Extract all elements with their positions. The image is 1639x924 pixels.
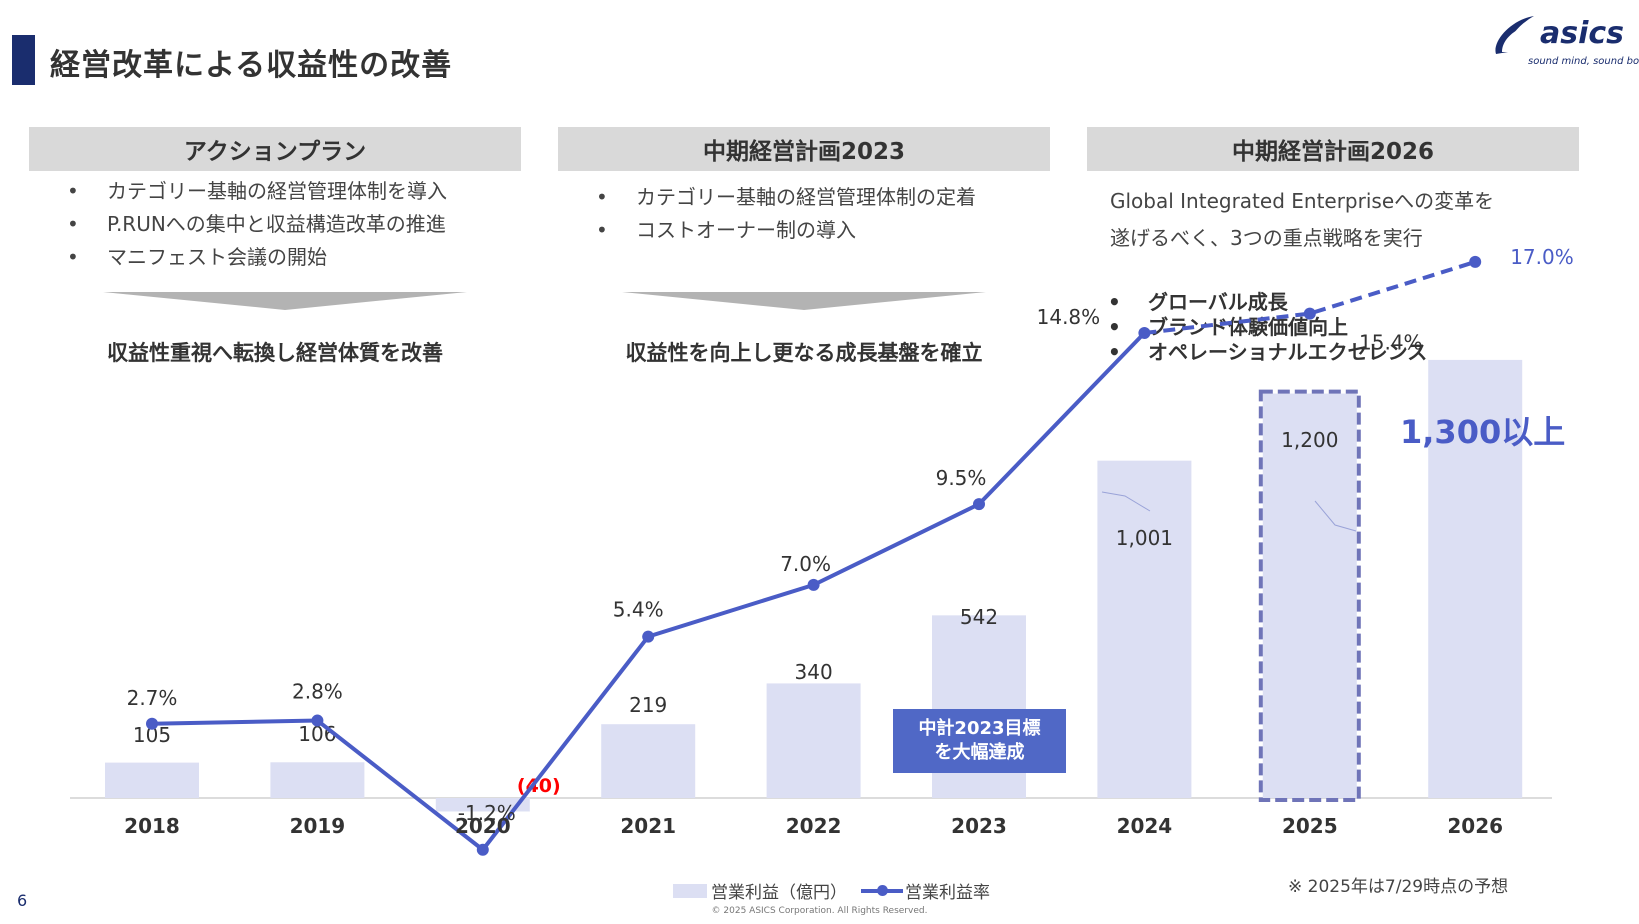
mtp2026-column: 中期経営計画2026 [1087, 127, 1579, 171]
margin-point-2021 [642, 630, 655, 643]
mtp2023-bullets: カテゴリー基軸の経営管理体制の定着 コストオーナー制の導入 [558, 181, 1050, 247]
bar-2024 [1097, 460, 1192, 798]
action-plan-column: アクションプラン カテゴリー基軸の経営管理体制を導入 P.RUNへの集中と収益構… [29, 127, 521, 274]
bar-2026 [1428, 359, 1523, 798]
forecast-note: ※ 2025年は7/29時点の予想 [1288, 877, 1509, 897]
category-label-2019: 2019 [290, 814, 346, 838]
bar-2021 [601, 724, 696, 798]
action-plan-bullets: カテゴリー基軸の経営管理体制を導入 P.RUNへの集中と収益構造改革の推進 マニ… [29, 175, 521, 274]
margin-label-2023: 9.5% [936, 466, 987, 490]
mtp2026-description: Global Integrated Enterpriseへの変革を 遂げるべく、… [1110, 183, 1494, 257]
bar-label-2025: 1,200 [1281, 428, 1338, 452]
margin-label-2025: 15.4% [1359, 331, 1423, 355]
bar-2018 [105, 762, 199, 798]
margin-label-2024: 14.8% [1037, 305, 1101, 329]
bar-label-2022: 340 [795, 660, 833, 684]
action-plan-conclusion: 収益性重視へ転換し経営体質を改善 [107, 341, 443, 365]
margin-point-2026 [1469, 255, 1482, 268]
category-label-2021: 2021 [620, 814, 676, 838]
list-item: グローバル成長 [1108, 290, 1427, 315]
leader-line-2024 [1101, 491, 1151, 512]
bar-2025 [1262, 393, 1357, 798]
margin-line-forecast [1144, 259, 1476, 335]
margin-label-2021: 5.4% [613, 598, 664, 622]
legend-bar-swatch [673, 883, 707, 898]
mtp2023-header: 中期経営計画2023 [558, 127, 1050, 171]
list-item: オペレーショナルエクセレンス [1108, 340, 1427, 365]
asics-stripe-icon [1495, 16, 1536, 54]
margin-label-2019: 2.8% [292, 680, 343, 704]
bar-2022 [766, 683, 861, 798]
asics-logo: asics sound mind, sound body [1490, 10, 1639, 72]
page-number: 6 [17, 891, 28, 910]
page-title: 経営改革による収益性の改善 [50, 48, 453, 83]
logo-wordmark: asics [1540, 16, 1625, 51]
margin-label-2018: 2.7% [127, 686, 178, 710]
mtp2023-column: 中期経営計画2023 カテゴリー基軸の経営管理体制の定着 コストオーナー制の導入 [558, 127, 1050, 247]
down-arrow-icon [622, 292, 986, 310]
margin-point-2019 [311, 714, 324, 727]
forecast-box-2025 [1258, 389, 1361, 802]
bar-label-2024: 1,001 [1116, 526, 1173, 550]
margin-point-2025 [1303, 307, 1316, 320]
category-label-2024: 2024 [1117, 814, 1173, 838]
margin-label-2026: 17.0% [1510, 245, 1574, 269]
category-label-2018: 2018 [124, 814, 180, 838]
list-item: カテゴリー基軸の経営管理体制を導入 [29, 175, 521, 208]
legend-bar-label: 営業利益（億円） [711, 883, 847, 903]
margin-label-2022: 7.0% [780, 552, 831, 576]
title-accent-bar [12, 35, 35, 85]
mtp2023-target-callout: 中計2023目標 を大幅達成 [893, 709, 1066, 773]
bar-label-2023: 542 [960, 605, 998, 629]
margin-point-2024 [1138, 326, 1151, 339]
bar-label-2021: 219 [629, 693, 667, 717]
mtp2023-conclusion: 収益性を向上し更なる成長基盤を確立 [625, 341, 983, 365]
bar-2019 [270, 762, 365, 798]
list-item: P.RUNへの集中と収益構造改革の推進 [29, 208, 521, 241]
copyright: © 2025 ASICS Corporation. All Rights Res… [711, 906, 928, 916]
legend-line-swatch [861, 884, 903, 896]
margin-point-2023 [973, 498, 985, 511]
down-arrow-icon [103, 292, 467, 310]
margin-label-2020: -1.2% [458, 801, 516, 825]
legend-line-label: 営業利益率 [905, 883, 990, 903]
description-line: Global Integrated Enterpriseへの変革を [1110, 189, 1495, 213]
category-label-2023: 2023 [951, 814, 1007, 838]
mtp2026-strategies: グローバル成長 ブランド体験価値向上 オペレーショナルエクセレンス [1108, 290, 1427, 365]
category-label-2025: 2025 [1282, 814, 1338, 838]
bar-2020 [435, 798, 530, 812]
margin-point-2022 [807, 578, 820, 591]
margin-point-2020 [476, 843, 489, 856]
mtp2026-header: 中期経営計画2026 [1087, 127, 1579, 171]
list-item: カテゴリー基軸の経営管理体制の定着 [558, 181, 1050, 214]
chart-legend: 営業利益（億円） 営業利益率 [673, 878, 990, 903]
logo-tagline: sound mind, sound body [1528, 56, 1639, 67]
category-label-2022: 2022 [786, 814, 842, 838]
callout-line: を大幅達成 [934, 742, 1025, 763]
description-line: 遂げるべく、3つの重点戦略を実行 [1110, 226, 1423, 250]
leader-line-2025 [1314, 500, 1357, 532]
category-label-2026: 2026 [1447, 814, 1503, 838]
action-plan-header: アクションプラン [29, 127, 521, 171]
target-2026-label: 1,300以上 [1400, 413, 1566, 451]
category-label-2020: 2020 [455, 814, 511, 838]
list-item: コストオーナー制の導入 [558, 214, 1050, 247]
callout-line: 中計2023目標 [918, 718, 1041, 739]
margin-point-2018 [146, 717, 158, 730]
list-item: マニフェスト会議の開始 [29, 241, 521, 274]
